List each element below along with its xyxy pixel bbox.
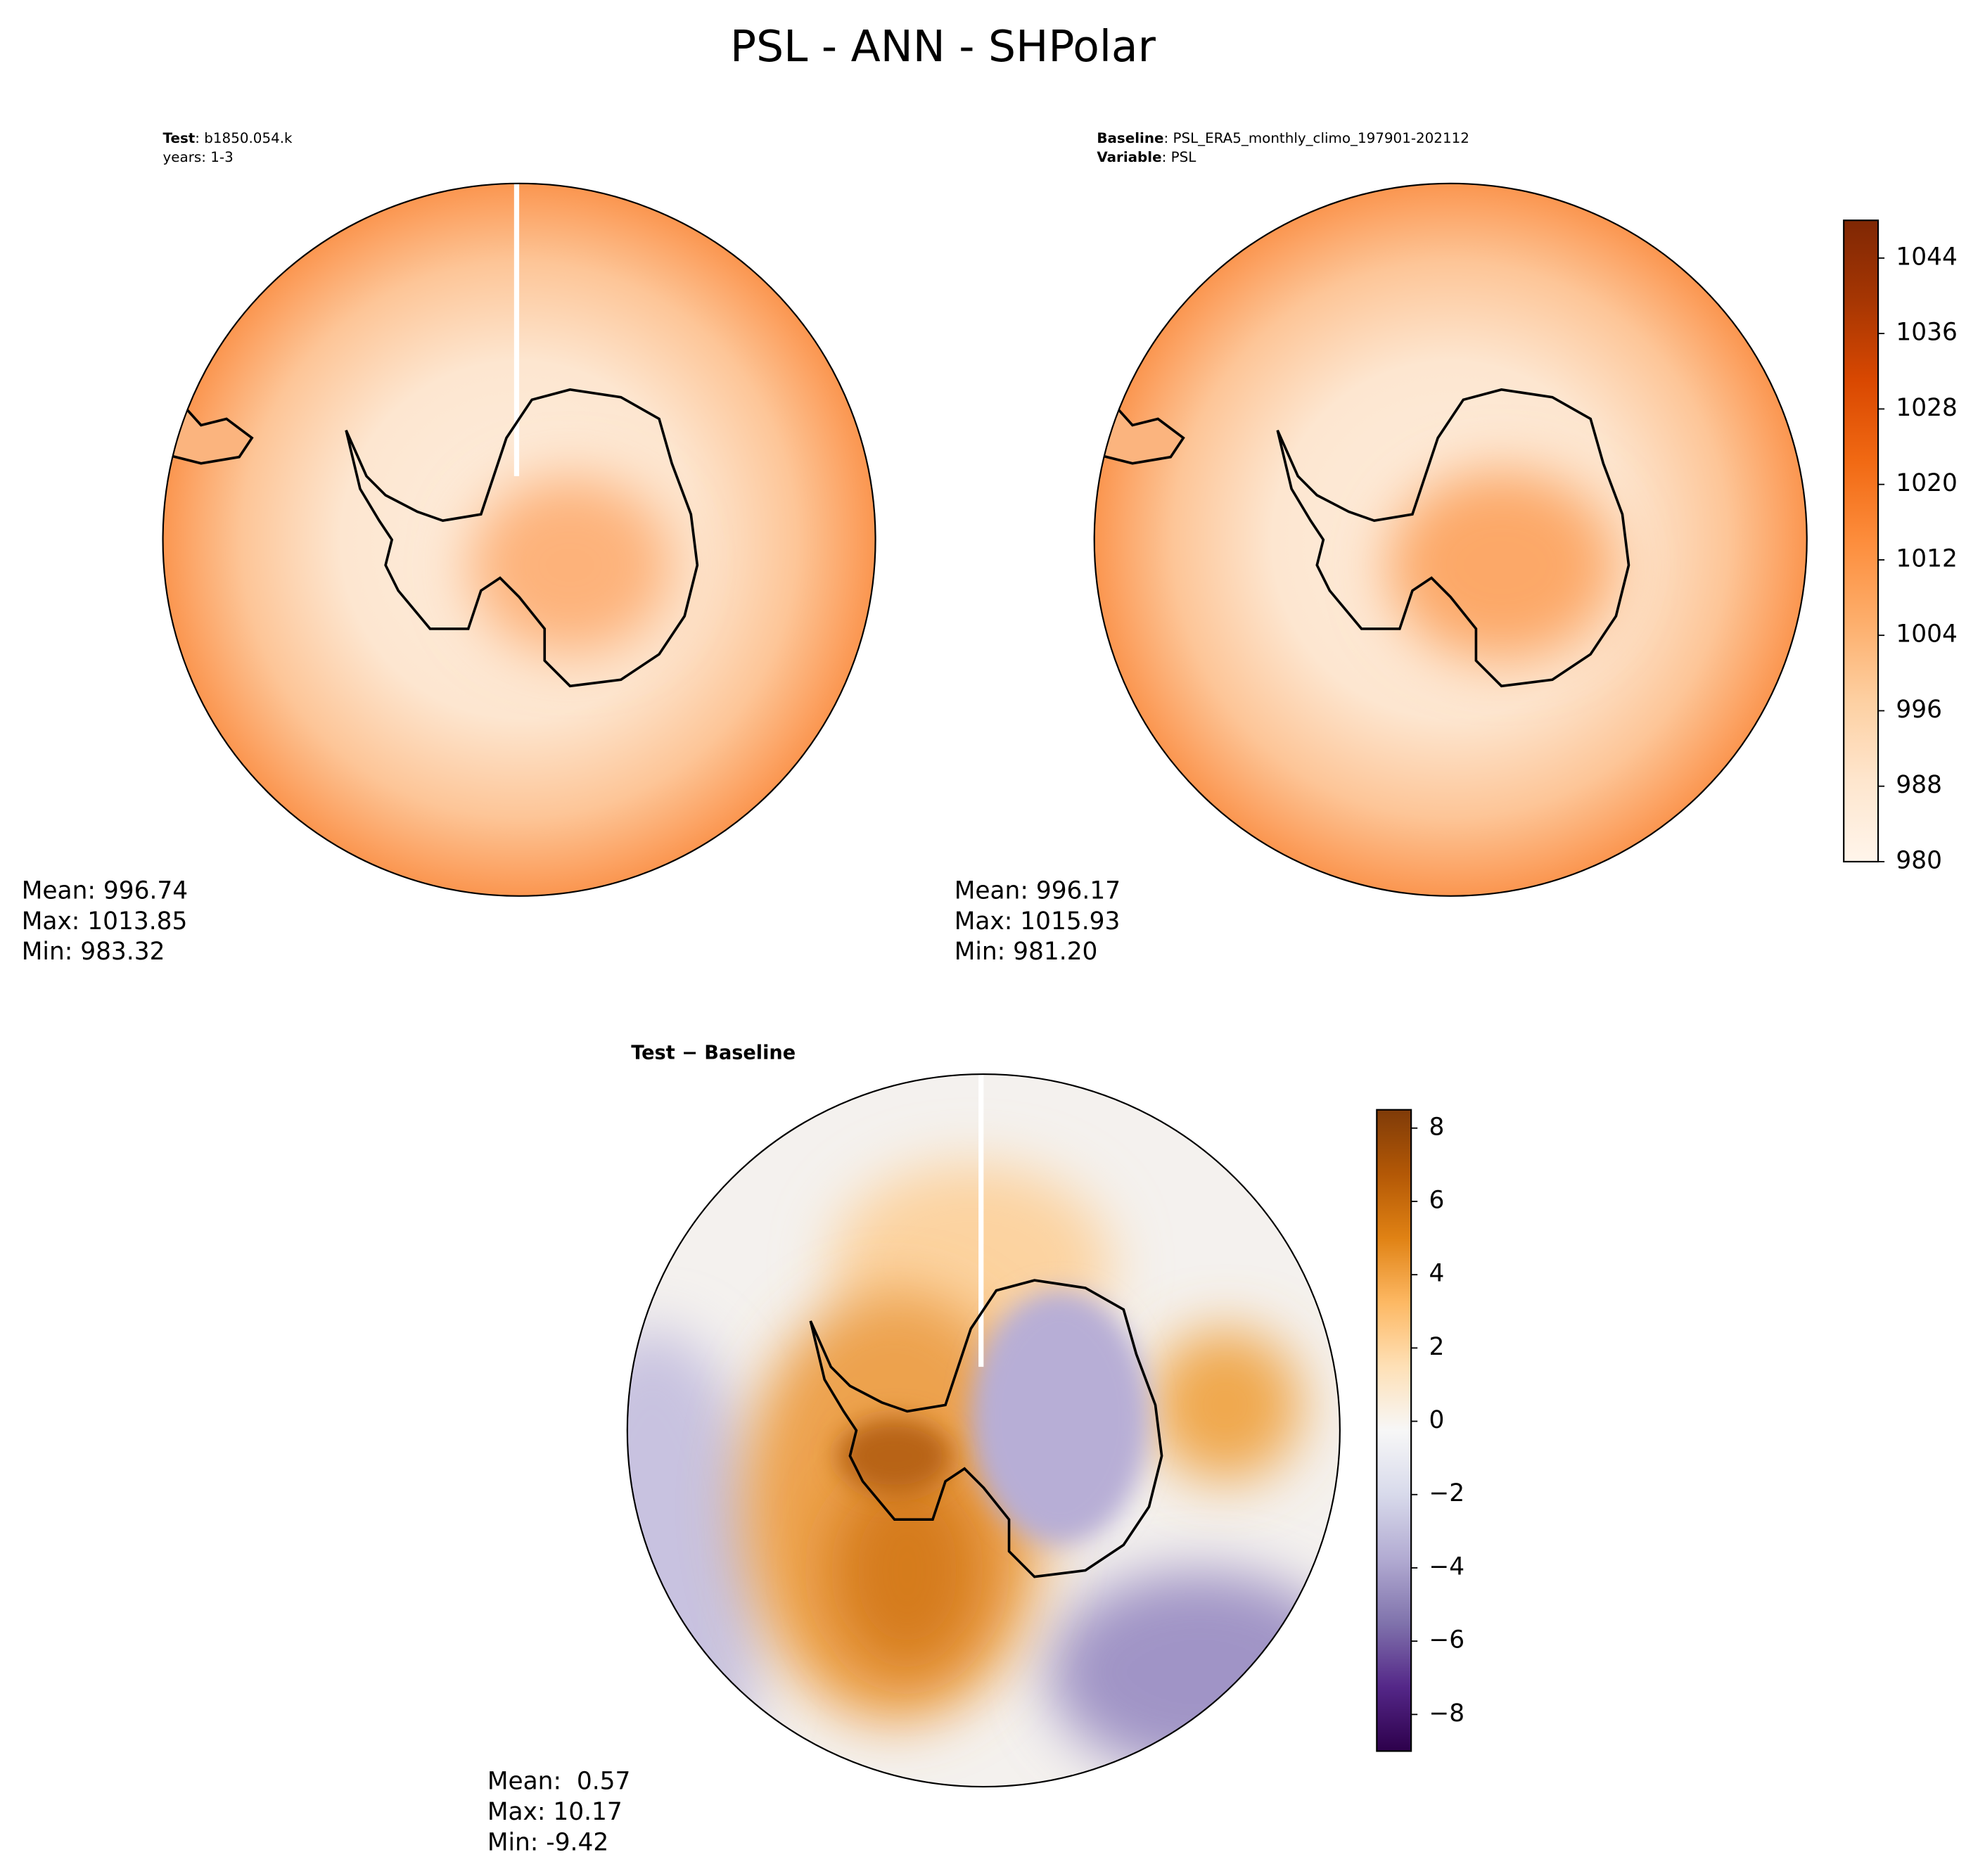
stat-line: Max: 10.17: [487, 1798, 623, 1826]
header-value: : PSL_ERA5_monthly_climo_197901-202112: [1163, 130, 1469, 146]
stat-line: Min: 983.32: [22, 938, 165, 966]
colorbar-tick-label: 8: [1429, 1113, 1444, 1141]
panel-header: years: 1-3: [163, 149, 234, 165]
colorbar: [1376, 1109, 1412, 1752]
colorbar-tick-label: 1028: [1896, 394, 1957, 422]
colorbar-tick-label: 6: [1429, 1186, 1444, 1214]
colorbar-tick-label: 1004: [1896, 620, 1957, 649]
colorbar-tick-label: 980: [1896, 846, 1942, 874]
colorbar-tick-label: −4: [1429, 1552, 1464, 1581]
panel-title: Test − Baseline: [631, 1042, 796, 1064]
stat-line: Max: 1013.85: [22, 907, 188, 936]
colorbar-tick-label: 1036: [1896, 319, 1957, 347]
header-label: Variable: [1097, 149, 1161, 165]
map-difference: [626, 1073, 1341, 1788]
header-value: : b1850.054.k: [195, 130, 293, 146]
panel-header: Variable: PSL: [1097, 149, 1196, 165]
colorbar-tick-label: 0: [1429, 1406, 1444, 1434]
colorbar: [1843, 219, 1879, 863]
stat-line: Min: -9.42: [487, 1829, 608, 1857]
map-baseline: [1093, 182, 1808, 897]
stat-line: Mean: 996.17: [955, 876, 1121, 905]
colorbar-tick-label: 2: [1429, 1333, 1444, 1361]
colorbar-tick-label: 996: [1896, 696, 1942, 724]
map-test: [162, 182, 876, 897]
stat-line: Max: 1015.93: [955, 907, 1121, 936]
figure-title: PSL - ANN - SHPolar: [730, 21, 1156, 72]
colorbar-tick-label: −8: [1429, 1699, 1464, 1728]
colorbar-tick-label: −6: [1429, 1626, 1464, 1654]
panel-header: Test: b1850.054.k: [163, 130, 293, 146]
colorbar-tick-label: 1012: [1896, 544, 1957, 573]
header-label: Test: [163, 130, 196, 146]
stat-line: Mean: 0.57: [487, 1768, 631, 1796]
panel-header: Baseline: PSL_ERA5_monthly_climo_197901-…: [1097, 130, 1469, 146]
header-value: years: 1-3: [163, 149, 234, 165]
colorbar-tick-label: −2: [1429, 1479, 1464, 1507]
colorbar-tick-label: 4: [1429, 1260, 1444, 1288]
colorbar-tick-label: 1020: [1896, 469, 1957, 497]
header-label: Baseline: [1097, 130, 1163, 146]
stat-line: Mean: 996.74: [22, 876, 188, 905]
header-value: : PSL: [1162, 149, 1196, 165]
colorbar-tick-label: 988: [1896, 771, 1942, 799]
stat-line: Min: 981.20: [955, 938, 1098, 966]
colorbar-tick-label: 1044: [1896, 243, 1957, 271]
